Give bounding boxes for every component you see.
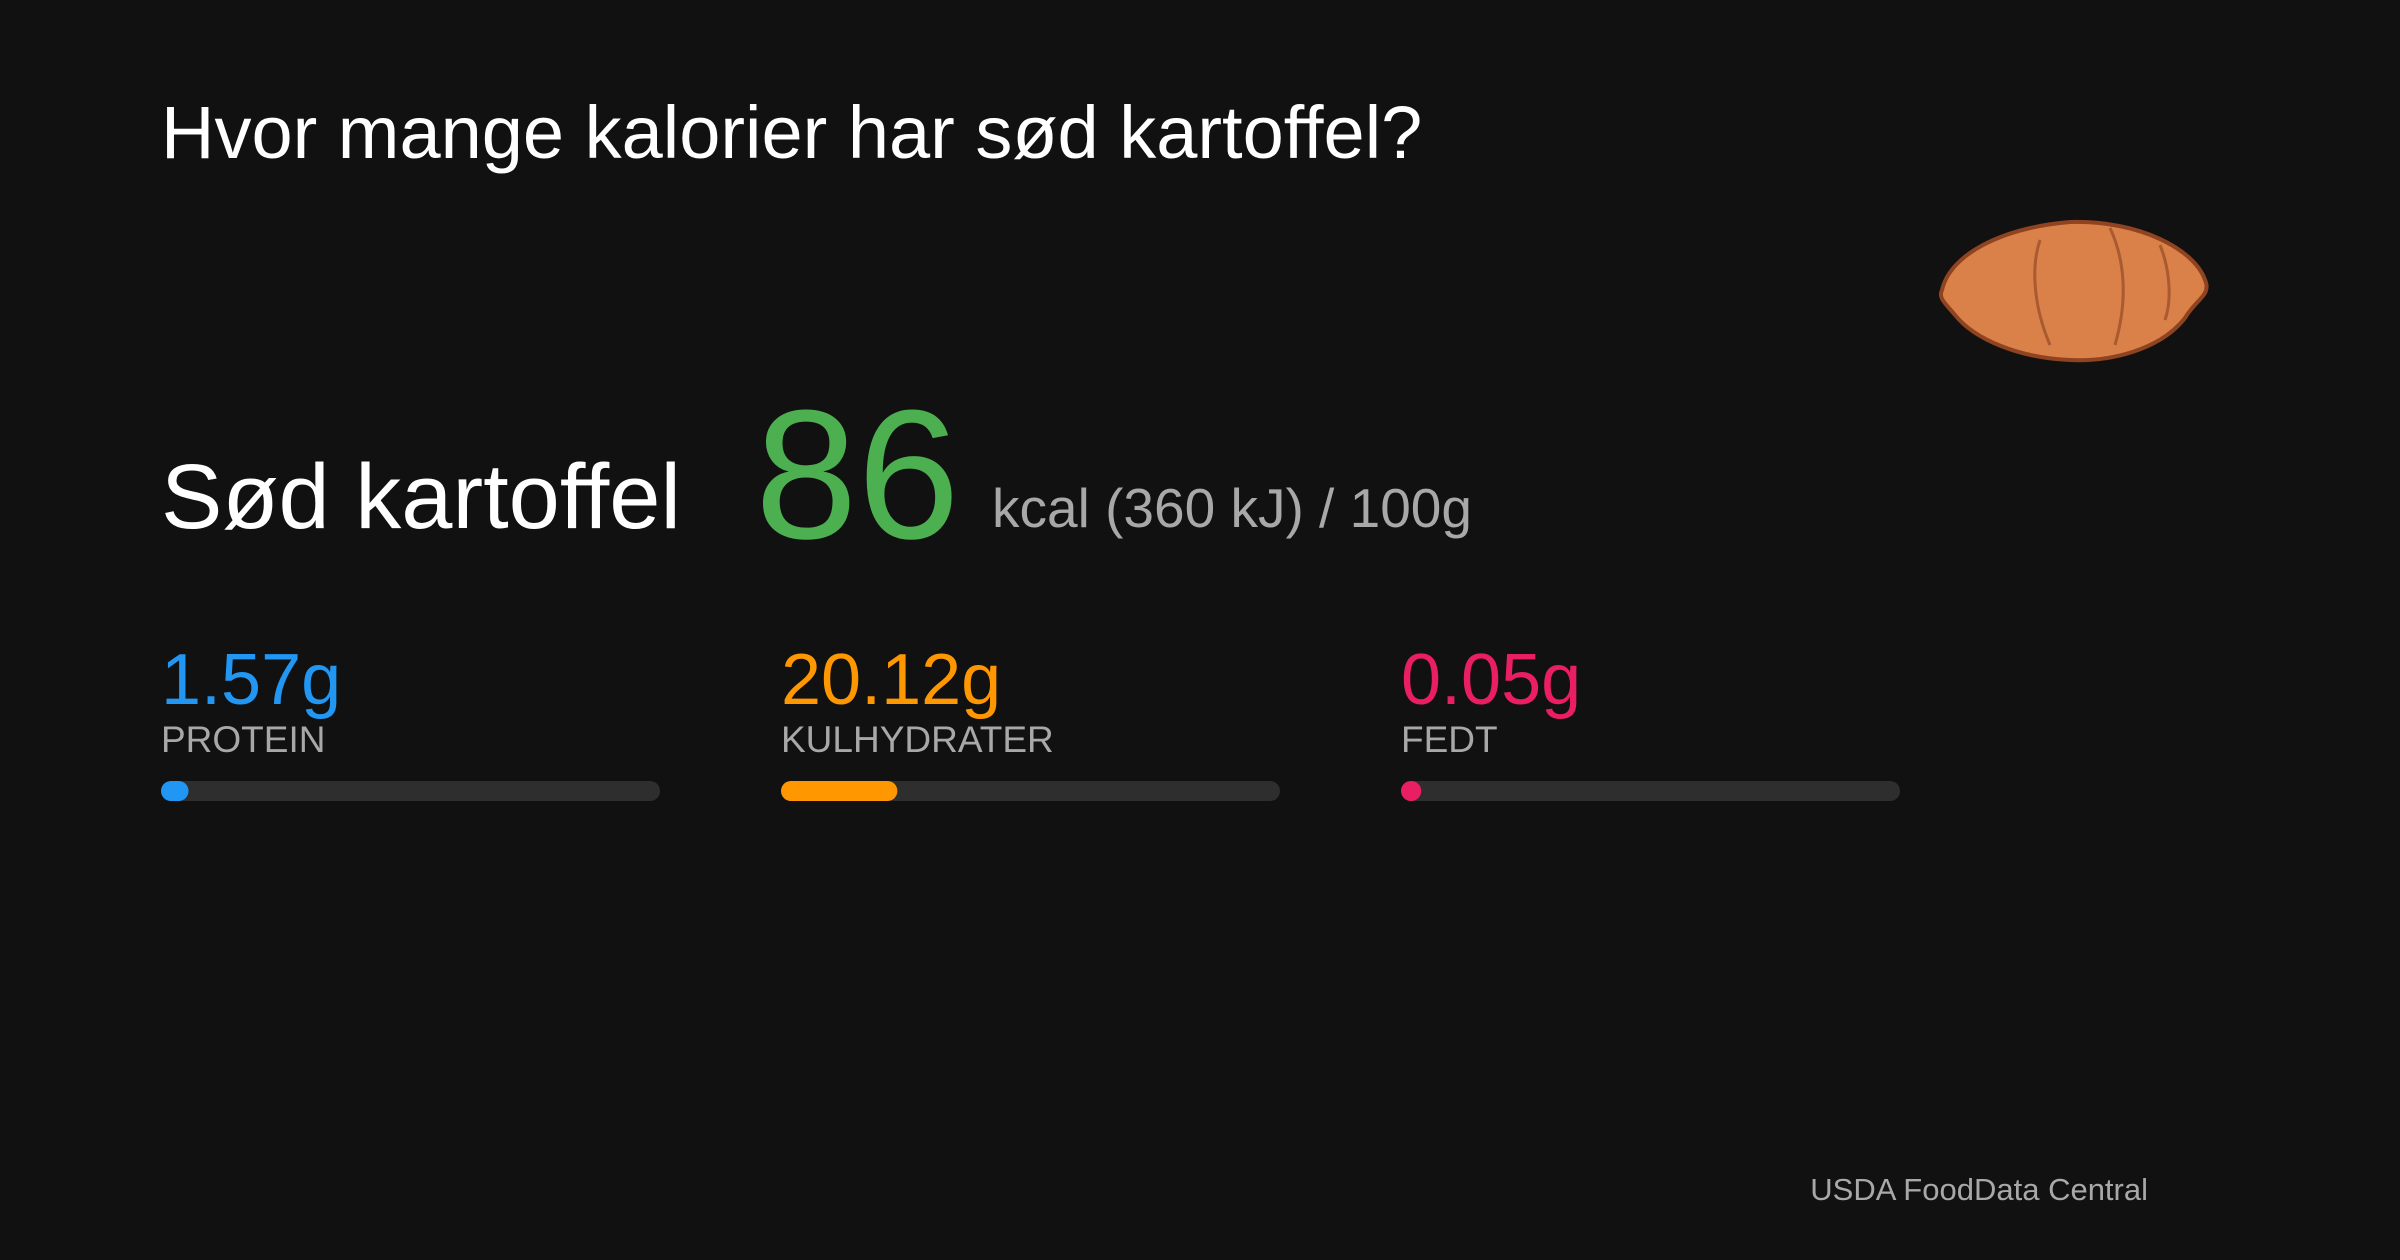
macro-name: KULHYDRATER: [781, 719, 1054, 760]
kcal-unit: kcal (360 kJ) / 100g: [992, 477, 1472, 539]
food-name: Sød kartoffel: [161, 446, 681, 548]
macro-bar: [781, 781, 898, 801]
portion: 100g: [1350, 477, 1472, 539]
macro-track: [781, 781, 1280, 801]
macro-value: 0.05g: [1401, 640, 1581, 720]
macro-bar: [161, 781, 189, 801]
sweet-potato-icon: [1938, 219, 2209, 363]
macro-name: PROTEIN: [161, 719, 325, 760]
kcal-value: 86: [755, 371, 960, 577]
macro-bar: [1401, 781, 1422, 801]
source: USDA FoodData Central: [1810, 1172, 2148, 1207]
macro-value: 1.57g: [161, 640, 341, 720]
title: Hvor mange kalorier har sød kartoffel?: [161, 91, 1422, 174]
macro-track: [161, 781, 660, 801]
macro-track: [1401, 781, 1900, 801]
unit: kcal (360 kJ) /: [992, 477, 1335, 539]
macro-name: FEDT: [1401, 719, 1498, 760]
macro-value: 20.12g: [781, 640, 1001, 720]
